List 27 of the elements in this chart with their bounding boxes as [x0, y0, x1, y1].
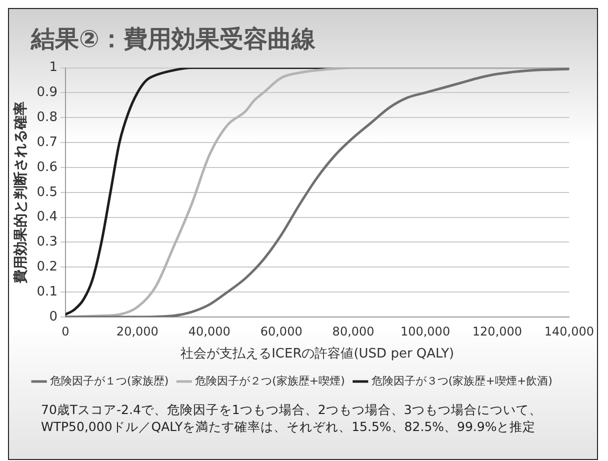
y-tick-label: 0.1	[36, 284, 58, 300]
x-tick-label: 100,000	[400, 324, 450, 338]
legend-label: 危険因子が３つ(家族歴+喫煙+飲酒)	[371, 374, 552, 388]
y-tick-label: 0	[49, 309, 58, 324]
y-axis-title: 費用効果的と判断される確率	[12, 101, 30, 284]
y-tick-label: 0.4	[36, 210, 58, 225]
x-tick-label: 80,000	[332, 324, 374, 338]
y-tick-label: 0.2	[36, 260, 58, 275]
x-tick-label: 0	[62, 324, 70, 338]
chart-title: 結果②：費用効果受容曲線	[30, 24, 316, 55]
text: WTP50,000ドル／QALYを満たす確率は、それぞれ、15.5%、82.5%、99.9%と推定	[41, 418, 537, 435]
x-tick-label: 120,000	[472, 324, 522, 338]
text: 70歳Tスコア-2.4で、危険因子を1つもつ場合、2つもつ場合、3つもつ場合について、	[41, 401, 543, 418]
y-tick-label: 0.5	[36, 184, 58, 200]
x-tick-label: 60,000	[260, 324, 302, 338]
y-tick-label: 0.8	[36, 110, 58, 126]
y-tick-label: 0.6	[36, 160, 58, 175]
y-tick-label: 0.7	[36, 134, 58, 150]
x-tick-label: 20,000	[116, 324, 158, 338]
legend-label: 危険因子が１つ(家族歴)	[50, 374, 169, 388]
y-tick-label: 0.9	[36, 85, 58, 100]
y-tick-label: 1	[49, 60, 58, 76]
x-axis-title: 社会が支払えるICERの許容値(USD per QALY)	[180, 346, 454, 362]
x-tick-label: 140,000	[544, 324, 594, 338]
legend-label: 危険因子が２つ(家族歴+喫煙)	[195, 374, 345, 388]
x-tick-label: 40,000	[188, 324, 230, 338]
y-tick-label: 0.3	[36, 234, 58, 250]
